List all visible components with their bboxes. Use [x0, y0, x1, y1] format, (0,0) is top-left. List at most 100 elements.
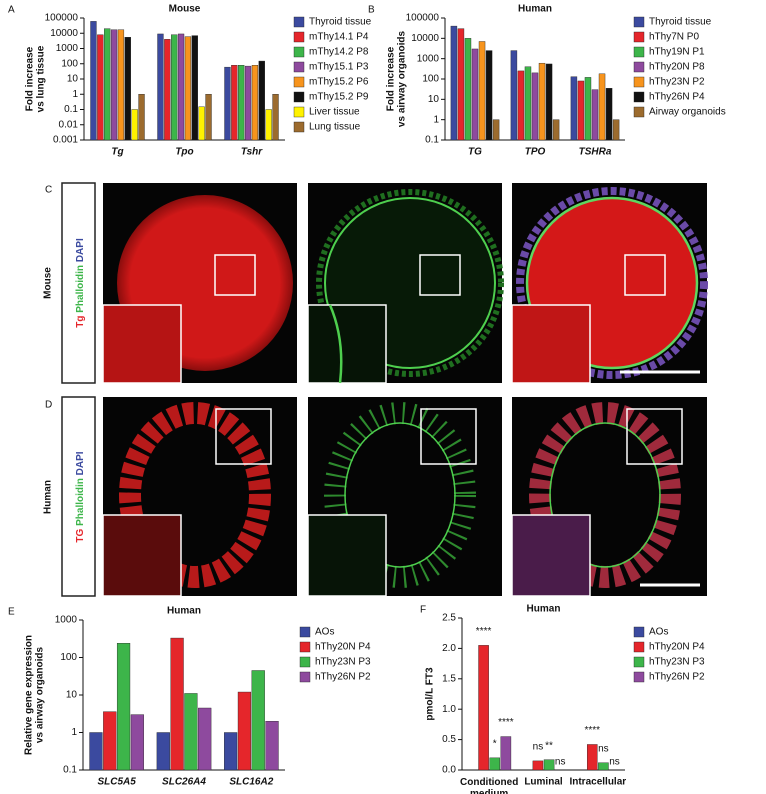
stain: TG: [75, 528, 86, 542]
legend-label: AOs: [649, 627, 668, 638]
x-tick-label: SLC16A2: [229, 777, 273, 788]
x-tick-label: TSHRa: [579, 147, 612, 158]
bar: [598, 73, 606, 141]
legend-label: mThy14.2 P8: [309, 47, 369, 58]
organoid: [529, 402, 681, 588]
bar: [244, 65, 252, 141]
x-tick-label: Conditioned medium: [460, 777, 518, 794]
y-tick-label: 0.1: [425, 135, 439, 146]
roi: [419, 254, 461, 296]
stain: DAPI: [75, 451, 86, 475]
membrane: [344, 422, 456, 568]
legend-label: mThy14.1 P4: [309, 32, 369, 43]
y-tick-label: 10000: [411, 33, 439, 44]
roi: [215, 408, 272, 465]
x-tick-label: SLC5A5: [97, 777, 136, 788]
legend-swatch: [299, 626, 311, 638]
bar: [131, 109, 138, 141]
nuclei: [516, 187, 708, 379]
legend-label: Liver tissue: [309, 107, 360, 118]
y-tick-label: 100: [60, 652, 77, 663]
legend-swatch: [299, 671, 311, 683]
bar: [103, 711, 117, 771]
x-tick-label: Tshr: [241, 147, 263, 158]
bar: [471, 48, 479, 141]
organoid: [119, 402, 271, 588]
y-tick-label: 1000: [417, 53, 440, 64]
bar: [224, 66, 231, 141]
organoid: [324, 402, 476, 588]
bar: [238, 65, 245, 141]
y-tick-label: 1: [433, 114, 439, 125]
x-tick-label: TG: [468, 147, 482, 158]
legend-label: mThy15.1 P3: [309, 62, 369, 73]
legend-swatch: [633, 641, 645, 653]
y-tick-label: 0.0: [442, 765, 456, 776]
chart-title: Human: [518, 4, 552, 15]
stain-label: Tg Phalloidin DAPI: [75, 238, 86, 328]
legend-label: hThy23N P3: [315, 657, 371, 668]
chart-title: Human: [167, 606, 201, 617]
panel-letter: F: [420, 605, 426, 616]
roi: [214, 254, 256, 296]
bar: [231, 65, 238, 141]
bar: [116, 643, 131, 771]
x-tick-label: Intracellular: [569, 777, 626, 788]
y-tick-label: 0.1: [63, 765, 77, 776]
bar: [90, 21, 97, 141]
bar: [605, 88, 613, 141]
stain: DAPI: [75, 238, 86, 262]
bar: [570, 76, 578, 141]
legend-label: AOs: [315, 627, 334, 638]
significance-label: *: [493, 738, 497, 749]
legend-label: hThy20N P4: [315, 642, 371, 653]
y-tick-label: 0.1: [64, 104, 78, 115]
roi: [420, 408, 477, 465]
image-row-c: C Mouse Tg Phalloidin DAPI: [43, 182, 708, 384]
chart: B Human Fold increase vs airway organoids 0.…: [368, 4, 726, 158]
x-tick-label: TPO: [525, 147, 546, 158]
legend-swatch: [633, 671, 645, 683]
x-tick-label: Tg: [111, 147, 123, 158]
legend-swatch: [299, 656, 311, 668]
legend-swatch: [293, 91, 305, 103]
legend-label: hThy20N P8: [649, 62, 705, 73]
bar: [171, 34, 178, 141]
bar: [531, 72, 539, 141]
legend-label: hThy26N P4: [649, 92, 705, 103]
legend-label: mThy15.2 P9: [309, 92, 369, 103]
stain: Phalloidin: [75, 265, 86, 313]
legend-swatch: [633, 626, 645, 638]
label-box: [61, 182, 96, 384]
bar: [104, 28, 111, 141]
y-axis-label: vs airway organoids: [397, 30, 408, 127]
legend-swatch: [633, 61, 645, 73]
significance-label: ****: [584, 725, 600, 736]
bar: [524, 66, 532, 141]
panel-letter: C: [45, 185, 52, 196]
cells: [316, 189, 504, 377]
bar: [577, 80, 585, 141]
bar: [184, 693, 198, 771]
y-axis-label: Relative gene expression: [24, 635, 35, 755]
legend-swatch: [293, 46, 305, 58]
legend-label: hThy20N P4: [649, 642, 705, 653]
y-tick-label: 0.5: [442, 734, 456, 745]
y-tick-label: 1: [72, 89, 78, 100]
significance-label: ****: [476, 626, 492, 637]
y-axis-label: vs airway organoids: [35, 646, 46, 743]
y-tick-label: 1.0: [442, 704, 456, 715]
inset: [511, 304, 591, 384]
chart: E Human Relative gene expression vs airway …: [8, 606, 371, 788]
y-tick-label: 10: [66, 690, 78, 701]
bar: [191, 35, 198, 141]
bar: [450, 25, 458, 141]
y-tick-label: 100: [422, 74, 439, 85]
bar: [198, 707, 212, 771]
legend-label: hThy19N P1: [649, 47, 705, 58]
significance-label: ns: [555, 757, 566, 768]
bar: [517, 70, 525, 141]
bar: [251, 65, 259, 141]
significance-label: ns: [609, 757, 620, 768]
